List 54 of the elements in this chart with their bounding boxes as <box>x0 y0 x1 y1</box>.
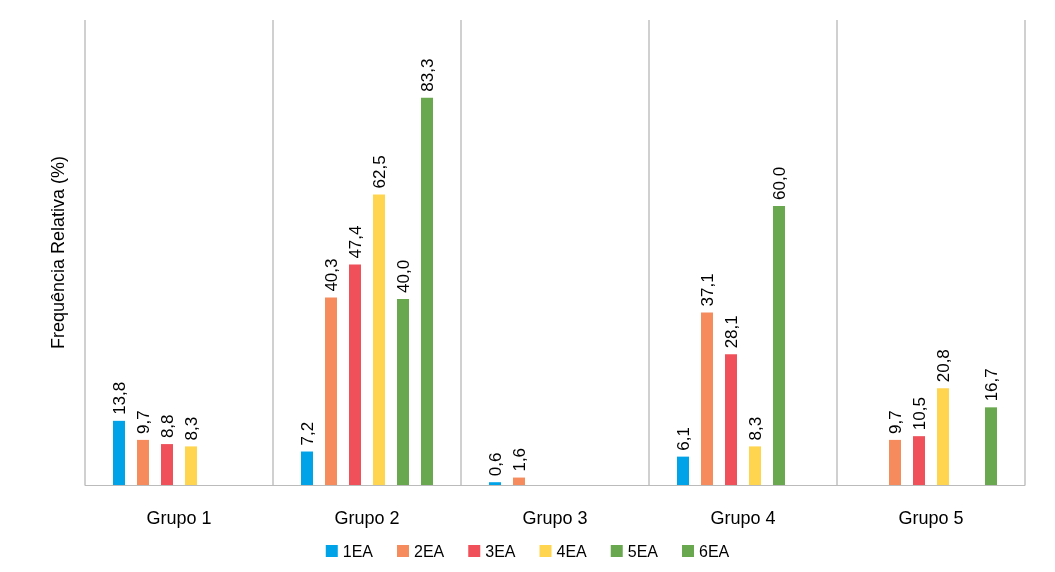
bar <box>373 194 385 485</box>
x-tick-label: Grupo 4 <box>710 508 776 528</box>
y-axis-title: Frequência Relativa (%) <box>48 155 68 350</box>
bar <box>325 297 337 485</box>
bar <box>185 446 197 485</box>
data-label: 1,6 <box>509 447 529 472</box>
bar <box>349 264 361 485</box>
data-label: 37,1 <box>697 273 717 307</box>
data-label: 8,8 <box>157 414 177 439</box>
x-tick-label: Grupo 1 <box>146 508 212 528</box>
bar <box>301 451 313 485</box>
data-label: 10,5 <box>909 397 929 431</box>
data-label: 0,6 <box>485 452 505 477</box>
legend-label: 1EA <box>342 542 374 560</box>
data-label: 6,1 <box>673 426 693 451</box>
bar <box>677 456 689 485</box>
bar <box>725 354 737 485</box>
data-label: 40,3 <box>321 258 341 292</box>
bar <box>937 388 949 485</box>
data-label: 47,4 <box>345 225 365 259</box>
data-label: 7,2 <box>297 421 317 446</box>
bar <box>113 420 125 485</box>
legend-label: 2EA <box>414 542 445 560</box>
x-tick-label: Grupo 3 <box>522 508 588 528</box>
legend-label: 4EA <box>556 542 588 560</box>
data-label: 9,7 <box>133 410 153 434</box>
data-label: 83,3 <box>417 58 437 92</box>
bar <box>161 444 173 485</box>
bar <box>889 439 901 485</box>
bar <box>985 407 997 485</box>
legend-label: 3EA <box>485 542 516 560</box>
data-label: 13,8 <box>109 381 129 415</box>
legend-label: 6EA <box>698 542 730 560</box>
data-label: 8,3 <box>181 416 201 441</box>
data-label: 62,5 <box>369 155 389 189</box>
data-label: 16,7 <box>981 368 1001 402</box>
bar <box>773 206 785 485</box>
bar <box>397 299 409 485</box>
bar <box>749 446 761 485</box>
bar <box>513 477 525 485</box>
data-label: 60,0 <box>769 166 789 200</box>
data-label: 8,3 <box>745 416 765 441</box>
bar <box>913 436 925 485</box>
x-tick-label: Grupo 2 <box>334 508 400 528</box>
data-label: 40,0 <box>393 259 413 293</box>
data-label: 9,7 <box>885 410 905 434</box>
data-label: 20,8 <box>933 349 953 383</box>
bar <box>421 97 433 485</box>
bar <box>701 312 713 485</box>
legend-label: 5EA <box>627 542 659 560</box>
data-label: 28,1 <box>721 315 741 349</box>
x-tick-label: Grupo 5 <box>898 508 964 528</box>
bar <box>137 439 149 485</box>
bar <box>489 482 501 485</box>
